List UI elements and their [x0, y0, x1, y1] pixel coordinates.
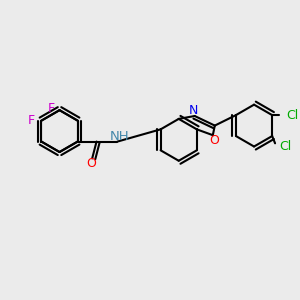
- Text: F: F: [28, 114, 35, 127]
- Text: N: N: [189, 104, 198, 117]
- Text: Cl: Cl: [286, 109, 298, 122]
- Text: NH: NH: [110, 130, 130, 143]
- Text: F: F: [48, 102, 55, 115]
- Text: O: O: [86, 157, 96, 170]
- Text: O: O: [209, 134, 219, 147]
- Text: Cl: Cl: [279, 140, 292, 153]
